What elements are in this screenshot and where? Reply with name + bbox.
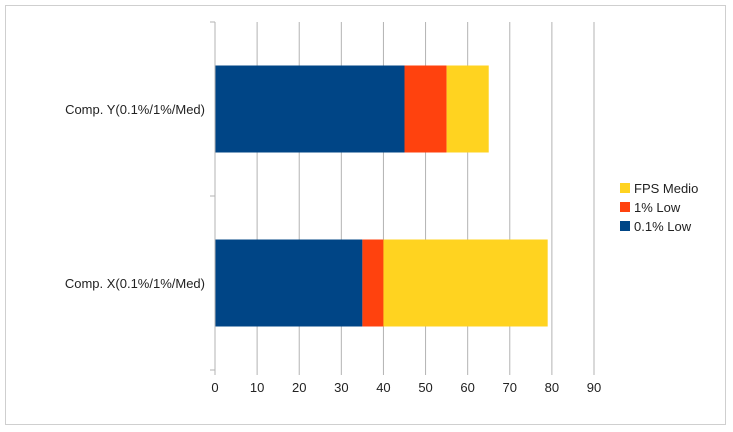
bar-segment [215, 239, 363, 327]
bar-segment [404, 65, 447, 153]
x-tick-label: 30 [334, 380, 348, 395]
bar-segment [383, 239, 548, 327]
x-tick-label: 60 [460, 380, 474, 395]
x-tick-label: 50 [418, 380, 432, 395]
legend-swatch [620, 202, 630, 212]
category-label: Comp. X(0.1%/1%/Med) [65, 276, 205, 291]
x-tick-label: 90 [587, 380, 601, 395]
axes [210, 21, 595, 375]
bar-segment [362, 239, 384, 327]
x-tick-label: 10 [250, 380, 264, 395]
x-tick-label: 0 [211, 380, 218, 395]
legend-swatch [620, 221, 630, 231]
legend-swatch [620, 183, 630, 193]
x-tick-label: 70 [503, 380, 517, 395]
category-label: Comp. Y(0.1%/1%/Med) [65, 102, 205, 117]
x-tick-label: 80 [545, 380, 559, 395]
category-labels: Comp. Y(0.1%/1%/Med) Comp. X(0.1%/1%/Med) [65, 102, 205, 291]
legend-label: 1% Low [634, 200, 681, 215]
bars [215, 65, 548, 327]
legend-label: FPS Medio [634, 181, 698, 196]
bar-segment [446, 65, 489, 153]
x-tick-labels: 0 10 20 30 40 50 60 70 80 90 [211, 380, 601, 395]
x-tick-label: 20 [292, 380, 306, 395]
bar-segment [215, 65, 405, 153]
legend: FPS Medio 1% Low 0.1% Low [620, 181, 698, 234]
legend-label: 0.1% Low [634, 219, 692, 234]
x-tick-label: 40 [376, 380, 390, 395]
